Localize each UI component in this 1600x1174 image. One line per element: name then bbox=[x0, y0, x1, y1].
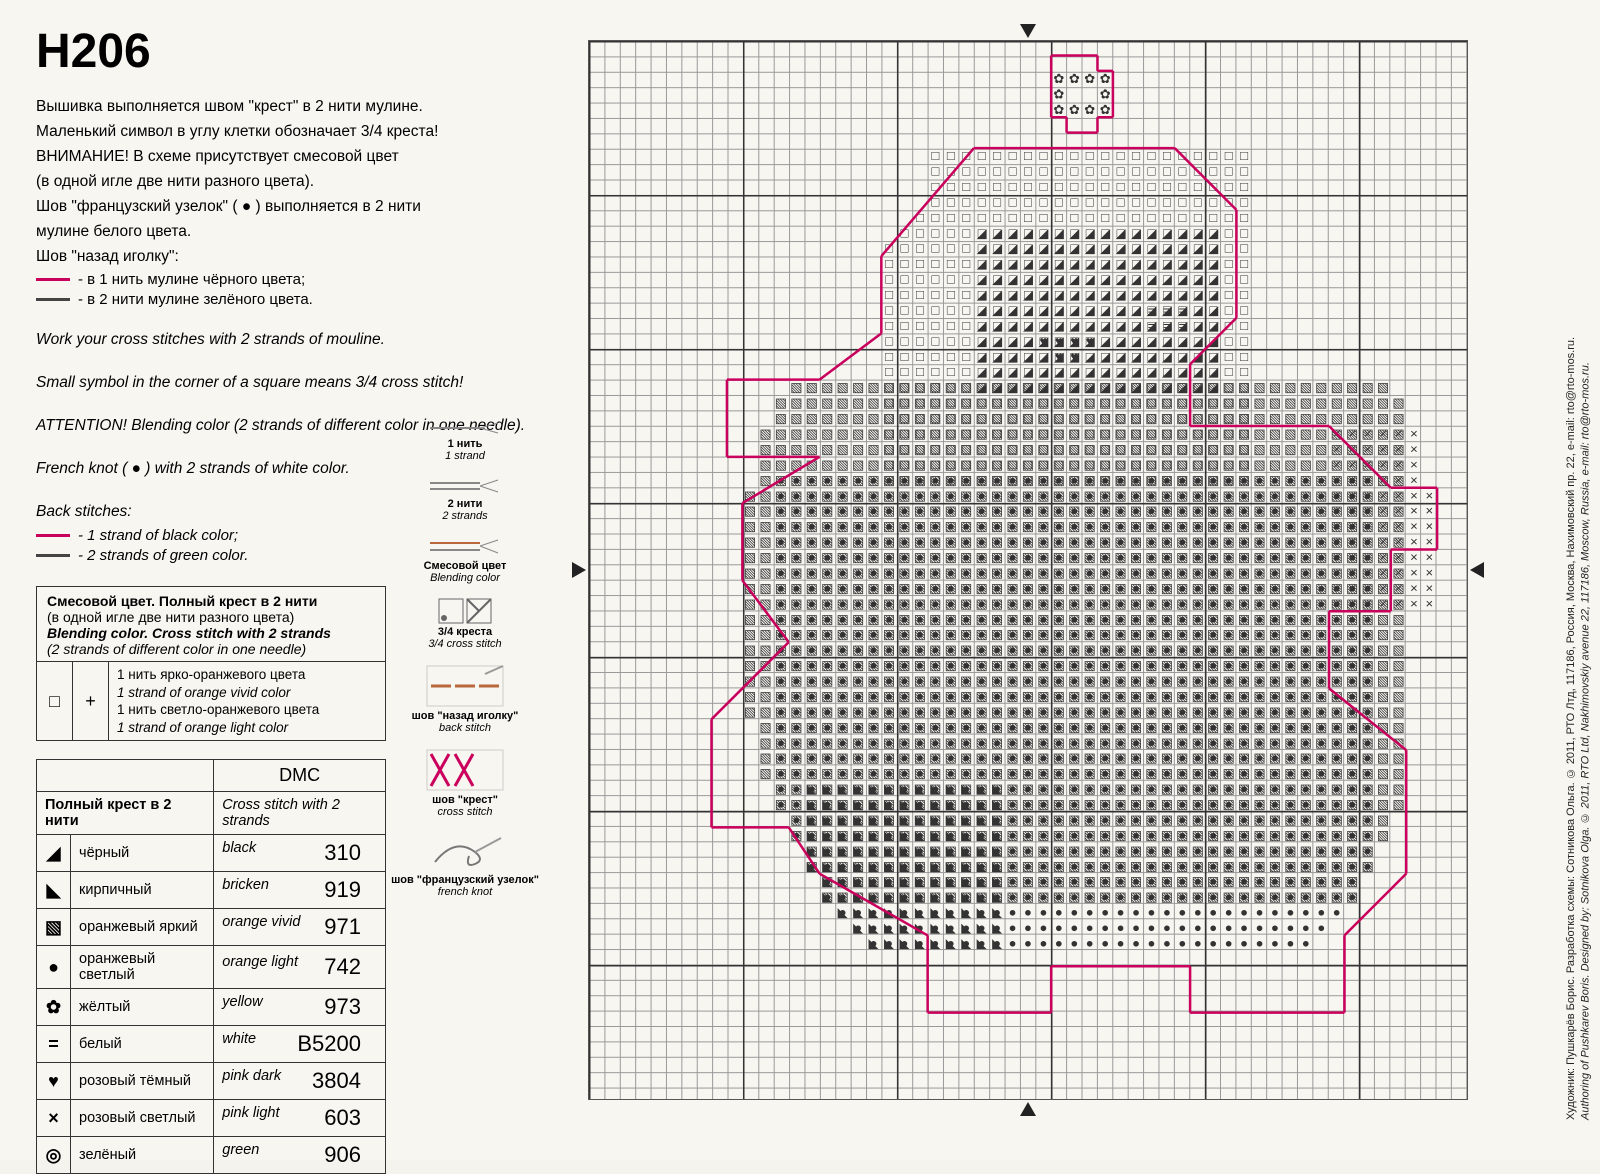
stitch-guide: шов "крест"cross stitch bbox=[390, 748, 540, 818]
dmc-color-table: DMC Полный крест в 2 нити Cross stitch w… bbox=[36, 759, 386, 1174]
stitch-technique-guides: 1 нить1 strand 2 нити2 strands Смесовой цв… bbox=[390, 420, 540, 912]
color-symbol: ◢ bbox=[37, 835, 71, 872]
color-symbol: ✿ bbox=[37, 989, 71, 1026]
table-row: ×розовый светлыйpink light 603 bbox=[37, 1100, 386, 1137]
color-name-ru: розовый светлый bbox=[71, 1100, 214, 1137]
table-row: ♥розовый тёмныйpink dark 3804 bbox=[37, 1063, 386, 1100]
backstitch-key-ru-1: - в 1 нить мулине чёрного цвета; bbox=[36, 271, 544, 288]
blending-color-box: Смесовой цвет. Полный крест в 2 нити (в … bbox=[36, 586, 386, 741]
color-name-ru: жёлтый bbox=[71, 989, 214, 1026]
stitch-guide: 3/4 креста3/4 cross stitch bbox=[390, 598, 540, 650]
color-name-en: orange light 742 bbox=[214, 946, 386, 989]
center-marker-top-icon bbox=[1020, 24, 1036, 38]
instructions-panel: H206 Вышивка выполняется швом "крест" в … bbox=[0, 0, 560, 1160]
color-symbol: ◎ bbox=[37, 1137, 71, 1174]
color-name-en: yellow 973 bbox=[214, 989, 386, 1026]
color-name-ru: кирпичный bbox=[71, 872, 214, 909]
table-row: ▧оранжевый яркийorange vivid 971 bbox=[37, 909, 386, 946]
color-name-en: white B5200 bbox=[214, 1026, 386, 1063]
stitch-guide: 1 нить1 strand bbox=[390, 420, 540, 462]
color-name-ru: чёрный bbox=[71, 835, 214, 872]
blend-symbol-2: + bbox=[73, 662, 109, 740]
center-marker-right-icon bbox=[1470, 562, 1484, 578]
color-name-en: orange vivid 971 bbox=[214, 909, 386, 946]
backstitch-key-ru-2: - в 2 нити мулине зелёного цвета. bbox=[36, 291, 544, 308]
color-symbol: ● bbox=[37, 946, 71, 989]
color-name-ru: оранжевый яркий bbox=[71, 909, 214, 946]
table-row: ●оранжевый светлыйorange light 742 bbox=[37, 946, 386, 989]
stitch-guide: Смесовой цветBlending color bbox=[390, 536, 540, 584]
copyright-text: Художник: Пушкарёв Борис. Разработка схе… bbox=[1564, 40, 1592, 1120]
table-row: ◎зелёныйgreen 906 bbox=[37, 1137, 386, 1174]
stitch-guide: шов "французский узелок"french knot bbox=[390, 832, 540, 898]
color-name-en: bricken 919 bbox=[214, 872, 386, 909]
color-name-ru: розовый тёмный bbox=[71, 1063, 214, 1100]
color-symbol: ◣ bbox=[37, 872, 71, 909]
color-name-ru: зелёный bbox=[71, 1137, 214, 1174]
color-symbol: ♥ bbox=[37, 1063, 71, 1100]
chart-grid bbox=[588, 40, 1468, 1100]
blend-symbol-1: □ bbox=[37, 662, 73, 740]
color-name-ru: оранжевый светлый bbox=[71, 946, 214, 989]
color-name-en: green 906 bbox=[214, 1137, 386, 1174]
table-row: ◣кирпичныйbricken 919 bbox=[37, 872, 386, 909]
color-name-en: pink light 603 bbox=[214, 1100, 386, 1137]
color-name-ru: белый bbox=[71, 1026, 214, 1063]
color-symbol: × bbox=[37, 1100, 71, 1137]
stitch-guide: шов "назад иголку"back stitch bbox=[390, 664, 540, 734]
color-name-en: pink dark 3804 bbox=[214, 1063, 386, 1100]
instructions-russian: Вышивка выполняется швом "крест" в 2 нит… bbox=[36, 97, 544, 308]
color-symbol: ▧ bbox=[37, 909, 71, 946]
chart-panel: ✿✿✿✿✿✿✿✿✿✿□□□□□□□□□□□□□□□□□□□□□□□□□□□□□□… bbox=[560, 0, 1600, 1160]
table-row: =белыйwhite B5200 bbox=[37, 1026, 386, 1063]
center-marker-left-icon bbox=[572, 562, 586, 578]
table-row: ✿жёлтыйyellow 973 bbox=[37, 989, 386, 1026]
center-marker-bottom-icon bbox=[1020, 1102, 1036, 1116]
stitch-guide: 2 нити2 strands bbox=[390, 476, 540, 522]
color-symbol: = bbox=[37, 1026, 71, 1063]
table-row: ◢чёрныйblack 310 bbox=[37, 835, 386, 872]
color-name-en: black 310 bbox=[214, 835, 386, 872]
pattern-code: H206 bbox=[36, 24, 544, 79]
